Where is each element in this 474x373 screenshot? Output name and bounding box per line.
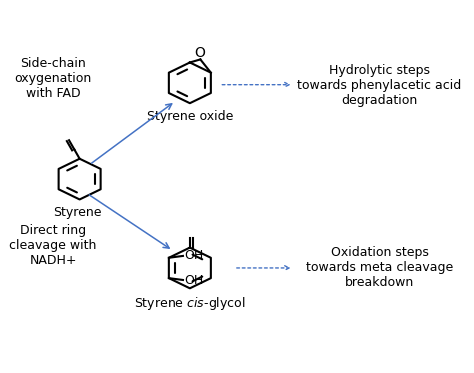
Text: Styrene $\it{cis}$-glycol: Styrene $\it{cis}$-glycol bbox=[134, 295, 246, 312]
Text: OH: OH bbox=[184, 249, 203, 262]
Text: Styrene oxide: Styrene oxide bbox=[146, 110, 233, 123]
Text: Oxidation steps
towards meta cleavage
breakdown: Oxidation steps towards meta cleavage br… bbox=[306, 246, 453, 289]
Text: Side-chain
oxygenation
with FAD: Side-chain oxygenation with FAD bbox=[15, 57, 92, 100]
Text: OH: OH bbox=[184, 274, 203, 287]
Text: Hydrolytic steps
towards phenylacetic acid
degradation: Hydrolytic steps towards phenylacetic ac… bbox=[297, 64, 462, 107]
Text: Styrene: Styrene bbox=[53, 206, 101, 219]
Text: O: O bbox=[194, 46, 205, 60]
Text: Direct ring
cleavage with
NADH+: Direct ring cleavage with NADH+ bbox=[9, 223, 97, 267]
